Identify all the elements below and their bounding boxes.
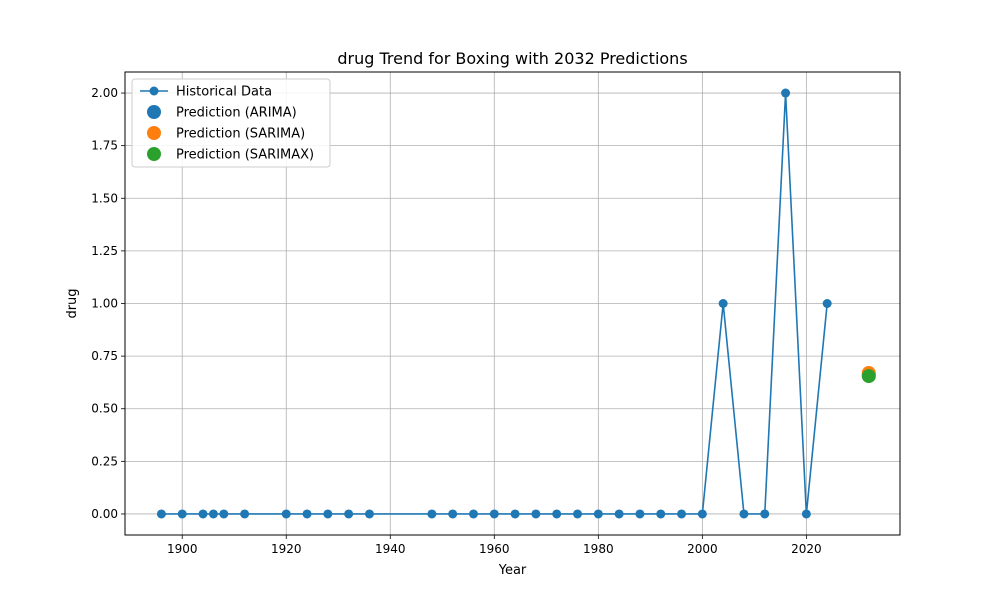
x-tick-label: 1900 xyxy=(167,542,198,556)
historical-point xyxy=(208,509,218,519)
historical-point xyxy=(552,509,562,519)
historical-point xyxy=(240,509,250,519)
y-axis-label: drug xyxy=(65,288,80,318)
x-tick-label: 2000 xyxy=(687,542,718,556)
y-tick-label: 0.25 xyxy=(91,454,118,468)
historical-point xyxy=(177,509,187,519)
historical-point xyxy=(448,509,458,519)
historical-point xyxy=(656,509,666,519)
historical-point xyxy=(344,509,354,519)
legend: Historical Data Prediction (ARIMA) Predict… xyxy=(131,78,331,168)
historical-point xyxy=(364,509,374,519)
x-tick-label: 1980 xyxy=(583,542,614,556)
historical-point xyxy=(489,509,499,519)
historical-point xyxy=(677,509,687,519)
historical-point xyxy=(531,509,541,519)
x-tick-label: 1920 xyxy=(271,542,302,556)
historical-point xyxy=(302,509,312,519)
legend-label: Historical Data xyxy=(176,85,272,100)
historical-point xyxy=(635,509,645,519)
x-tick-label: 2020 xyxy=(791,542,822,556)
historical-point xyxy=(593,509,603,519)
historical-point xyxy=(323,509,333,519)
legend-label: Prediction (SARIMAX) xyxy=(176,148,314,163)
chart-title: drug Trend for Boxing with 2032 Predicti… xyxy=(337,49,687,68)
historical-point xyxy=(697,509,707,519)
historical-point xyxy=(614,509,624,519)
y-tick-label: 1.50 xyxy=(91,191,118,205)
historical-point xyxy=(198,509,208,519)
legend-marker-swatch xyxy=(147,126,161,140)
y-tick-label: 2.00 xyxy=(91,86,118,100)
historical-point xyxy=(156,509,166,519)
historical-point xyxy=(739,509,749,519)
historical-point xyxy=(219,509,229,519)
historical-point xyxy=(510,509,520,519)
legend-marker-swatch xyxy=(149,86,159,96)
historical-point xyxy=(427,509,437,519)
y-tick-label: 0.75 xyxy=(91,349,118,363)
historical-point xyxy=(468,509,478,519)
historical-point xyxy=(573,509,583,519)
y-tick-label: 1.25 xyxy=(91,244,118,258)
y-tick-label: 1.00 xyxy=(91,297,118,311)
legend-marker-swatch xyxy=(147,147,161,161)
historical-point xyxy=(718,299,728,308)
x-tick-label: 1940 xyxy=(375,542,406,556)
x-tick-label: 1960 xyxy=(479,542,510,556)
historical-point xyxy=(281,509,291,519)
legend-marker-swatch xyxy=(147,105,161,119)
y-tick-label: 0.00 xyxy=(91,507,118,521)
historical-point xyxy=(781,88,791,98)
legend-label: Prediction (SARIMA) xyxy=(176,127,305,142)
prediction-point xyxy=(861,369,876,384)
y-tick-label: 0.50 xyxy=(91,402,118,416)
data-layer xyxy=(156,88,876,519)
historical-point xyxy=(822,299,832,308)
axis-ticks: 1900 1920 1940 1960 1980 2000 2020 0.00 0.25 0.50… xyxy=(91,86,821,556)
x-axis-label: Year xyxy=(498,563,527,578)
historical-point xyxy=(760,509,770,519)
historical-point xyxy=(801,509,811,519)
legend-box xyxy=(131,78,331,168)
y-tick-label: 1.75 xyxy=(91,139,118,153)
legend-label: Prediction (ARIMA) xyxy=(176,106,297,121)
